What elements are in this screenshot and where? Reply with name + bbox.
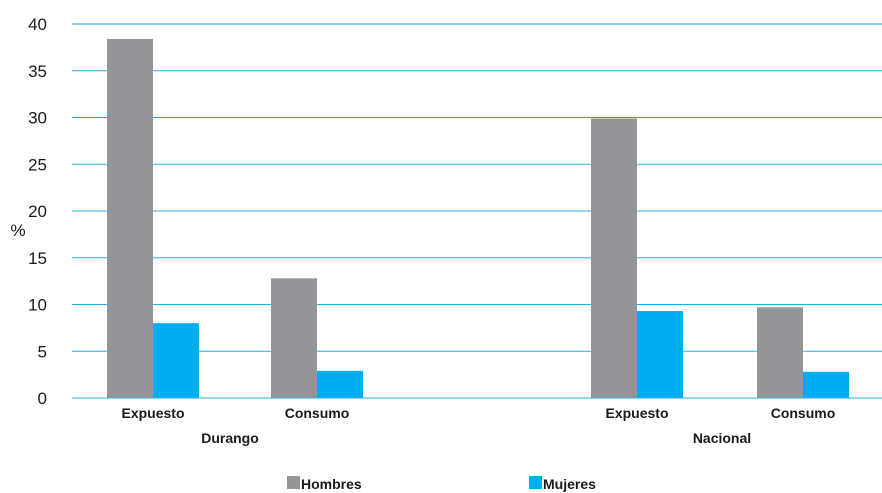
y-tick-label-15: 15 <box>28 249 47 268</box>
y-tick-label-35: 35 <box>28 62 47 81</box>
legend: Hombres Mujeres <box>287 476 596 492</box>
bar-hombres-2 <box>591 118 637 398</box>
legend-label-hombres: Hombres <box>301 476 362 492</box>
bars <box>72 38 882 399</box>
bar-mujeres-2 <box>637 311 683 398</box>
y-tick-label-25: 25 <box>28 155 47 174</box>
y-tick-label-10: 10 <box>28 296 47 315</box>
bar-mujeres-1 <box>317 370 363 398</box>
y-tick-label-20: 20 <box>28 202 47 221</box>
x-group-label-nacional: Nacional <box>693 430 751 446</box>
y-axis-label: % <box>10 221 25 240</box>
legend-swatch-mujeres <box>529 476 542 489</box>
bar-hombres-1 <box>271 278 317 398</box>
bar-mujeres-0 <box>153 323 199 398</box>
gridlines <box>72 23 882 352</box>
y-axis-ticks: 0 5 10 15 20 25 30 35 40 <box>28 15 47 408</box>
x-axis-group-labels: Durango Nacional <box>201 430 751 446</box>
bar-hombres-3 <box>757 307 803 398</box>
bar-hombres-0 <box>107 38 153 399</box>
x-category-label-1: Consumo <box>285 405 350 421</box>
y-tick-label-30: 30 <box>28 109 47 128</box>
y-tick-label-0: 0 <box>38 389 47 408</box>
legend-label-mujeres: Mujeres <box>543 476 596 492</box>
y-tick-label-5: 5 <box>38 342 47 361</box>
y-tick-label-40: 40 <box>28 15 47 34</box>
x-axis-category-labels: Expuesto Consumo Expuesto Consumo <box>121 405 835 421</box>
legend-swatch-hombres <box>287 476 300 489</box>
x-group-label-durango: Durango <box>201 430 259 446</box>
bar-mujeres-3 <box>803 371 849 398</box>
x-category-label-3: Consumo <box>771 405 836 421</box>
x-category-label-2: Expuesto <box>605 405 668 421</box>
x-category-label-0: Expuesto <box>121 405 184 421</box>
